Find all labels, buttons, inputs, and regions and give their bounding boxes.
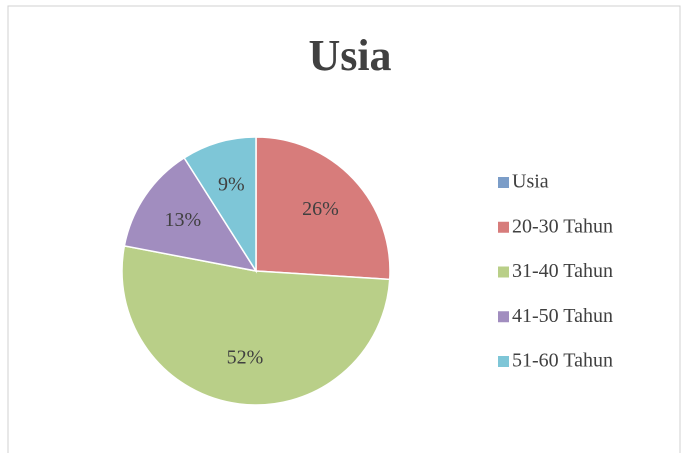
pie-slice bbox=[121, 245, 391, 406]
legend-swatch bbox=[498, 266, 509, 278]
legend-swatch bbox=[498, 356, 509, 367]
pie-slice bbox=[183, 136, 257, 274]
data-label: 13% bbox=[165, 209, 202, 231]
legend-label: 31-40 Tahun bbox=[512, 260, 613, 282]
data-label: 26% bbox=[302, 198, 339, 220]
legend-swatch bbox=[498, 221, 509, 233]
legend-label: 41-50 Tahun bbox=[512, 305, 613, 327]
legend-swatch bbox=[498, 311, 509, 323]
pie-slice bbox=[255, 136, 391, 281]
chart-title: Usia bbox=[308, 31, 391, 80]
legend-swatch bbox=[498, 177, 509, 188]
data-label: 9% bbox=[218, 174, 245, 196]
legend-label: Usia bbox=[512, 171, 549, 193]
legend-label: 51-60 Tahun bbox=[512, 350, 613, 372]
pie-slice bbox=[123, 156, 258, 273]
legend-label: 20-30 Tahun bbox=[512, 215, 613, 237]
data-label: 52% bbox=[227, 346, 264, 368]
